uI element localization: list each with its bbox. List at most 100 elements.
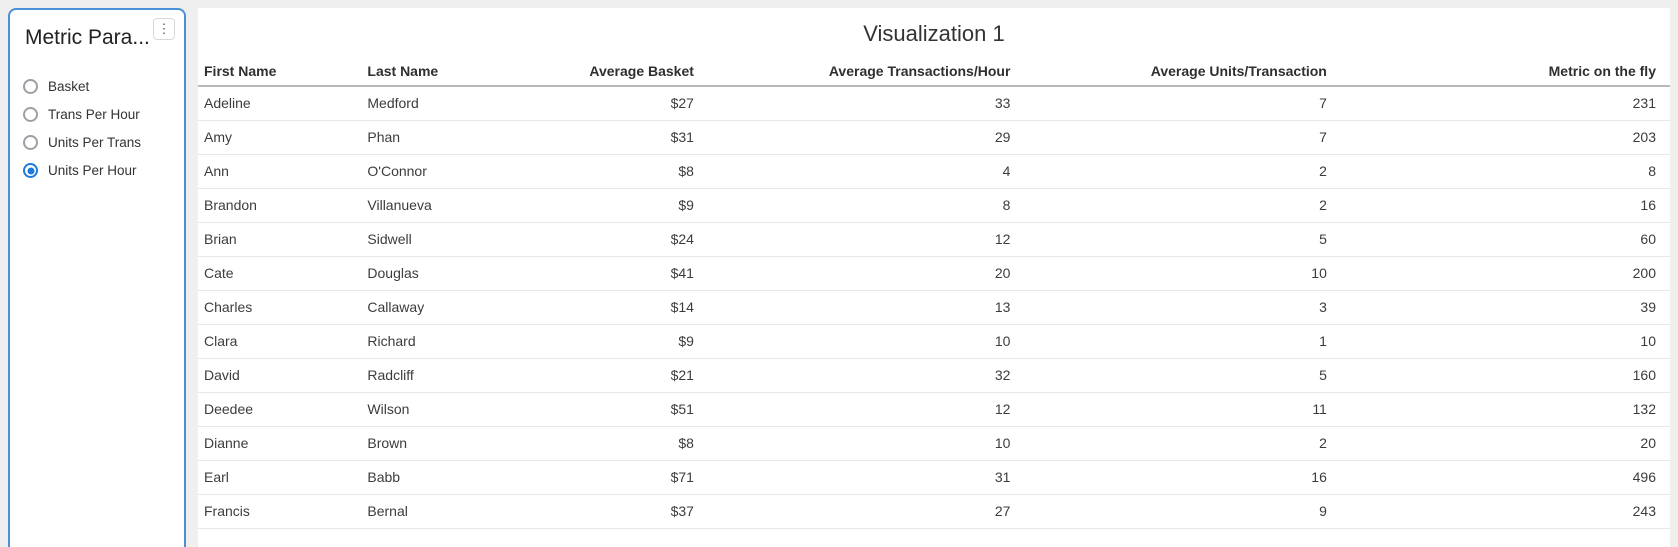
- cell-average-units-transaction: 2: [1016, 188, 1333, 223]
- column-header-last-name[interactable]: Last Name: [361, 56, 539, 87]
- radio-option-label: Trans Per Hour: [48, 107, 140, 122]
- radio-button-icon[interactable]: [23, 79, 38, 94]
- column-header-first-name[interactable]: First Name: [198, 56, 362, 87]
- panel-title: Metric Para...: [25, 26, 150, 49]
- table-row: Dianne Brown $8 10 2 20: [198, 426, 1670, 461]
- radio-button-icon[interactable]: [23, 135, 38, 150]
- column-header-metric-on-the-fly[interactable]: Metric on the fly: [1332, 56, 1670, 87]
- cell-last-name: Richard: [361, 324, 539, 359]
- cell-last-name: Douglas: [361, 256, 539, 291]
- table-row: Charles Callaway $14 13 3 39: [198, 290, 1670, 325]
- table-row: Deedee Wilson $51 12 11 132: [198, 392, 1670, 427]
- kebab-menu-icon[interactable]: ⋮: [153, 18, 175, 40]
- cell-average-units-transaction: 3: [1016, 290, 1333, 325]
- cell-average-basket: $71: [538, 460, 700, 495]
- cell-first-name: David: [198, 358, 362, 393]
- cell-average-transactions-hour: 27: [699, 494, 1017, 529]
- cell-average-units-transaction: 16: [1016, 460, 1333, 495]
- table-row: Adeline Medford $27 33 7 231: [198, 86, 1670, 121]
- cell-first-name: Amy: [198, 120, 362, 155]
- cell-last-name: Bernal: [361, 494, 539, 529]
- cell-average-units-transaction: 2: [1016, 154, 1333, 189]
- cell-last-name: Callaway: [361, 290, 539, 325]
- cell-average-basket: $9: [538, 324, 700, 359]
- cell-average-units-transaction: 5: [1016, 358, 1333, 393]
- cell-average-basket: $24: [538, 222, 700, 257]
- table-row: Amy Phan $31 29 7 203: [198, 120, 1670, 155]
- cell-metric-on-the-fly: 20: [1332, 426, 1670, 461]
- cell-average-transactions-hour: 10: [699, 426, 1017, 461]
- cell-average-transactions-hour: 33: [699, 86, 1017, 121]
- table-row: Francis Bernal $37 27 9 243: [198, 494, 1670, 529]
- data-table: First Name Last Name Average Basket Aver…: [198, 56, 1670, 529]
- cell-metric-on-the-fly: 160: [1332, 358, 1670, 393]
- cell-average-transactions-hour: 29: [699, 120, 1017, 155]
- cell-last-name: Phan: [361, 120, 539, 155]
- cell-first-name: Dianne: [198, 426, 362, 461]
- table-row: Cate Douglas $41 20 10 200: [198, 256, 1670, 291]
- table-row: Ann O'Connor $8 4 2 8: [198, 154, 1670, 189]
- cell-average-transactions-hour: 31: [699, 460, 1017, 495]
- cell-average-basket: $9: [538, 188, 700, 223]
- radio-option[interactable]: Units Per Hour: [23, 163, 141, 178]
- cell-average-transactions-hour: 32: [699, 358, 1017, 393]
- radio-button-icon[interactable]: [23, 163, 38, 178]
- cell-average-basket: $8: [538, 426, 700, 461]
- radio-button-icon[interactable]: [23, 107, 38, 122]
- cell-last-name: Radcliff: [361, 358, 539, 393]
- column-header-average-units-transaction[interactable]: Average Units/Transaction: [1016, 56, 1333, 87]
- cell-first-name: Cate: [198, 256, 362, 291]
- cell-average-transactions-hour: 8: [699, 188, 1017, 223]
- column-header-average-transactions-hour[interactable]: Average Transactions/Hour: [699, 56, 1017, 87]
- radio-option-label: Units Per Trans: [48, 135, 142, 150]
- column-header-average-basket[interactable]: Average Basket: [538, 56, 700, 87]
- cell-metric-on-the-fly: 243: [1332, 494, 1670, 529]
- cell-metric-on-the-fly: 132: [1332, 392, 1670, 427]
- cell-average-basket: $8: [538, 154, 700, 189]
- cell-last-name: Sidwell: [361, 222, 539, 257]
- cell-average-basket: $31: [538, 120, 700, 155]
- table-row: David Radcliff $21 32 5 160: [198, 358, 1670, 393]
- cell-average-units-transaction: 7: [1016, 120, 1333, 155]
- radio-option[interactable]: Units Per Trans: [23, 135, 141, 150]
- cell-last-name: Babb: [361, 460, 539, 495]
- cell-average-units-transaction: 10: [1016, 256, 1333, 291]
- cell-first-name: Clara: [198, 324, 362, 359]
- visualization-title: Visualization 1: [863, 21, 1005, 46]
- cell-average-transactions-hour: 12: [699, 392, 1017, 427]
- radio-option-label: Units Per Hour: [48, 163, 137, 178]
- cell-first-name: Deedee: [198, 392, 362, 427]
- radio-option-label: Basket: [48, 79, 90, 94]
- cell-last-name: Wilson: [361, 392, 539, 427]
- radio-option[interactable]: Basket: [23, 79, 141, 94]
- cell-first-name: Francis: [198, 494, 362, 529]
- cell-last-name: Villanueva: [361, 188, 539, 223]
- cell-average-units-transaction: 5: [1016, 222, 1333, 257]
- cell-first-name: Ann: [198, 154, 362, 189]
- cell-last-name: Brown: [361, 426, 539, 461]
- cell-average-units-transaction: 2: [1016, 426, 1333, 461]
- metric-parameter-panel: Metric Para... ⋮ Basket Trans Per Hour U…: [8, 8, 186, 547]
- cell-metric-on-the-fly: 60: [1332, 222, 1670, 257]
- cell-average-basket: $27: [538, 86, 700, 121]
- cell-metric-on-the-fly: 231: [1332, 86, 1670, 121]
- radio-option-group: Basket Trans Per Hour Units Per Trans Un…: [23, 79, 141, 178]
- table-header-row: First Name Last Name Average Basket Aver…: [198, 56, 1670, 87]
- cell-metric-on-the-fly: 203: [1332, 120, 1670, 155]
- table-row: Clara Richard $9 10 1 10: [198, 324, 1670, 359]
- cell-average-transactions-hour: 13: [699, 290, 1017, 325]
- cell-average-basket: $41: [538, 256, 700, 291]
- cell-average-transactions-hour: 10: [699, 324, 1017, 359]
- cell-metric-on-the-fly: 39: [1332, 290, 1670, 325]
- cell-average-units-transaction: 7: [1016, 86, 1333, 121]
- table-row: Brian Sidwell $24 12 5 60: [198, 222, 1670, 257]
- radio-option[interactable]: Trans Per Hour: [23, 107, 141, 122]
- table-row: Earl Babb $71 31 16 496: [198, 460, 1670, 495]
- cell-average-units-transaction: 1: [1016, 324, 1333, 359]
- cell-metric-on-the-fly: 496: [1332, 460, 1670, 495]
- cell-first-name: Charles: [198, 290, 362, 325]
- cell-average-basket: $21: [538, 358, 700, 393]
- cell-metric-on-the-fly: 200: [1332, 256, 1670, 291]
- cell-first-name: Earl: [198, 460, 362, 495]
- cell-average-basket: $51: [538, 392, 700, 427]
